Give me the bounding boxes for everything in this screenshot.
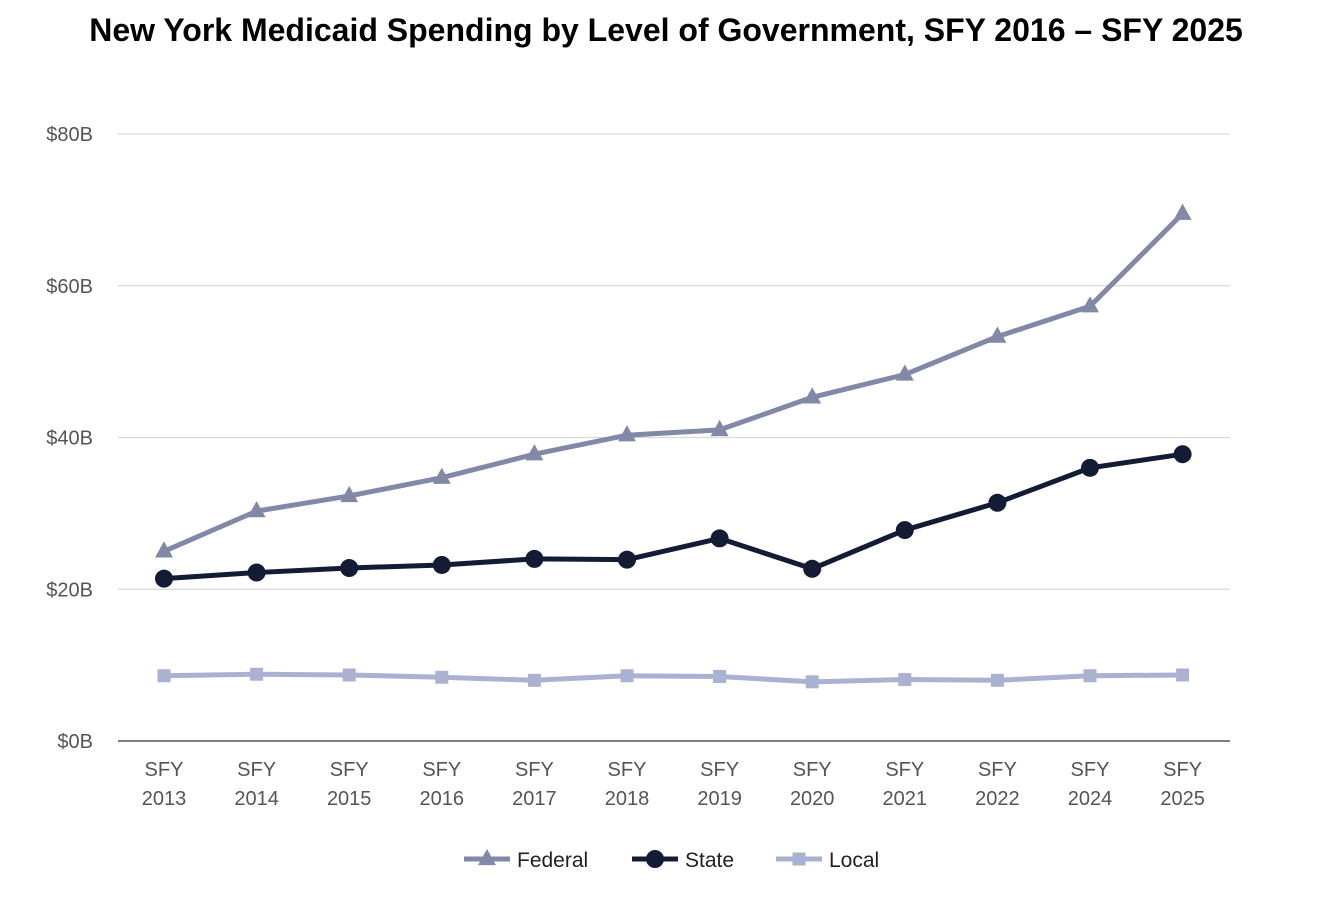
local-point (1176, 668, 1190, 682)
x-tick-label: SFY 2022 (975, 759, 1020, 810)
legend-item-state: State (632, 849, 734, 872)
state-point (155, 569, 173, 588)
state-point (988, 493, 1007, 512)
gridlines (118, 133, 1230, 590)
local-point (435, 670, 449, 684)
state-line (161, 451, 1186, 582)
legend-item-local: Local (776, 849, 879, 872)
x-axis: SFY 2013 SFY 2014 SFY 2015 SFY 2016 SFY 2017 SFY 20… (118, 740, 1230, 810)
x-tick-label: SFY 2014 (234, 759, 279, 810)
state-point (618, 550, 636, 569)
state-point (1081, 458, 1099, 477)
federal-point (525, 444, 544, 461)
x-tick-label: SFY 2017 (512, 759, 557, 810)
state-point (710, 529, 729, 548)
local-point (713, 670, 727, 684)
legend-label: State (685, 849, 734, 872)
federal-point (155, 541, 173, 558)
y-tick-label: $60B (46, 276, 93, 298)
x-tick-label: SFY 2024 (1068, 759, 1113, 810)
legend-marker (478, 848, 496, 866)
y-tick-label: $40B (46, 428, 93, 450)
state-point (1173, 445, 1192, 464)
federal-point (247, 501, 266, 518)
local-point (157, 669, 171, 683)
legend-label: Local (829, 849, 879, 872)
federal-point (618, 425, 636, 442)
state-point (432, 555, 451, 574)
x-tick-label: SFY 2018 (605, 759, 650, 810)
x-tick-label: SFY 2020 (790, 759, 835, 810)
local-point (527, 673, 541, 687)
federal-point (432, 467, 451, 484)
series-lines (155, 203, 1192, 689)
state-point (525, 549, 544, 568)
x-tick-label: SFY 2015 (327, 759, 372, 810)
state-point (247, 563, 266, 582)
local-line (161, 671, 1186, 685)
federal-line (161, 211, 1186, 554)
legend-marker (646, 850, 664, 868)
y-tick-label: $0B (57, 731, 93, 753)
local-point (620, 669, 634, 683)
federal-point (710, 419, 729, 437)
state-point (340, 559, 359, 578)
local-point (250, 667, 264, 681)
federal-point (340, 485, 359, 503)
local-point (342, 668, 356, 682)
y-tick-label: $80B (46, 124, 93, 146)
y-tick-label: $20B (46, 579, 93, 601)
x-tick-label: SFY 2021 (883, 759, 928, 810)
x-tick-label: SFY 2013 (142, 759, 187, 810)
local-point (990, 673, 1004, 687)
legend-label: Federal (517, 849, 588, 872)
local-point (1083, 669, 1097, 683)
state-point (895, 521, 914, 540)
state-series (155, 445, 1192, 588)
x-tick-label: SFY 2025 (1160, 759, 1205, 810)
federal-point (988, 326, 1007, 343)
federal-point (895, 364, 914, 381)
local-point (805, 675, 819, 689)
legend-item-federal: Federal (464, 848, 588, 872)
local-point (898, 673, 912, 687)
y-axis: $0B $20B $40B $60B $80B (46, 124, 93, 753)
x-tick-label: SFY 2019 (697, 759, 742, 810)
federal-point (803, 387, 822, 404)
legend: Federal State Local (464, 848, 879, 872)
local-series (157, 667, 1190, 689)
federal-point (1081, 296, 1099, 313)
federal-series (155, 203, 1192, 558)
federal-point (1173, 203, 1192, 220)
state-point (803, 559, 822, 578)
chart-title: New York Medicaid Spending by Level of G… (89, 12, 1243, 48)
legend-marker (792, 852, 806, 866)
x-tick-label: SFY 2016 (420, 759, 465, 810)
